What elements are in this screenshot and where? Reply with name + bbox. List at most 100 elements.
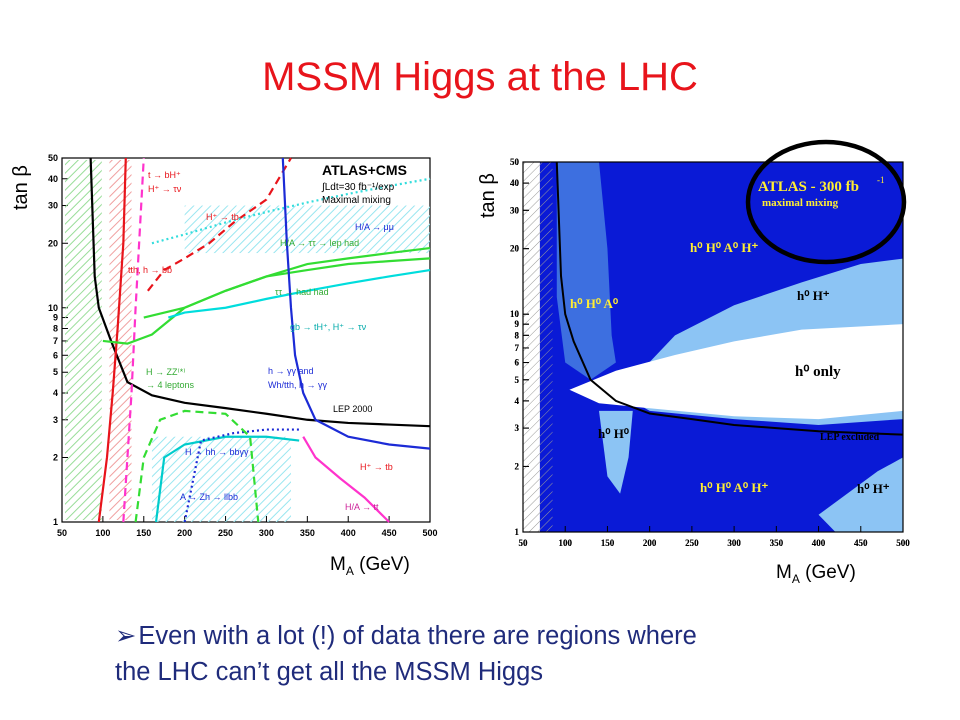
left-xtick-label: 500: [422, 528, 437, 538]
right-chart-title-sup: -1: [877, 175, 885, 185]
left-annotation: H/A → μμ: [355, 222, 394, 232]
left-ytick-label: 50: [48, 153, 58, 163]
right-xtick-label: 350: [770, 538, 784, 548]
left-hatch-band: [184, 205, 430, 254]
right-region-label: h⁰ H⁺: [797, 288, 830, 303]
right-xtick-label: 50: [519, 538, 529, 548]
left-series-line: [89, 157, 431, 428]
right-ytick-label: 6: [515, 358, 520, 368]
left-xtick-label: 300: [259, 528, 274, 538]
right-ytick-label: 8: [515, 330, 520, 340]
right-ytick-label: 10: [510, 309, 520, 319]
right-ytick-label: 8: [515, 330, 520, 340]
right-ytick-label: 1: [515, 527, 520, 537]
left-annotation: H → ZZ⁽*⁾: [146, 367, 185, 377]
left-ytick-label: 5: [53, 367, 58, 377]
right-region-label: LEP excluded: [820, 432, 880, 443]
right-xtick-label: 250: [685, 538, 699, 548]
left-ytick-label: 9: [53, 313, 58, 323]
left-annotation: h → γγ and: [268, 366, 314, 376]
right-xtick-label: 300: [727, 538, 741, 548]
right-chart-title: ATLAS - 300 fb: [758, 179, 859, 195]
right-ytick-label: 10: [510, 309, 520, 319]
left-hatch-band: [109, 160, 132, 520]
right-xtick-label: 400: [812, 538, 826, 548]
right-ytick-label: 40: [510, 178, 520, 188]
left-xtick-label: 350: [300, 528, 315, 538]
left-xtick-label: 400: [341, 528, 356, 538]
right-ytick-label: 5: [515, 375, 520, 385]
right-xtick-label: 200: [643, 538, 657, 548]
right-region-label: h⁰ H⁰ A⁰ H⁺: [690, 240, 759, 255]
right-ytick-label: 2: [515, 461, 520, 471]
left-xtick-label: 100: [95, 528, 110, 538]
left-annotation: A → Zh → llbb: [180, 492, 238, 502]
slide-title: MSSM Higgs at the LHC: [262, 55, 698, 99]
left-xtick-label: 450: [382, 528, 397, 538]
left-xtick-label: 50: [57, 528, 67, 538]
right-ytick-label: 20: [510, 244, 520, 254]
left-annotation: → 4 leptons: [146, 380, 195, 390]
right-xtick-label: 500: [896, 538, 910, 548]
right-ytick-label: 5: [515, 375, 520, 385]
left-annotation: t → bH⁺: [148, 170, 181, 180]
right-ytick-label: 2: [515, 461, 520, 471]
right-ytick-label: 40: [510, 178, 520, 188]
right-xtick-label: 150: [601, 538, 615, 548]
right-xtick-label: 300: [727, 538, 741, 548]
left-series-line: [134, 409, 260, 523]
right-region-medium: [556, 162, 616, 380]
right-region-light: [818, 457, 903, 532]
left-annotation: H → hh → bbγγ: [185, 447, 249, 457]
left-chart-title: ATLAS+CMS: [322, 162, 407, 178]
left-hatch-band: [65, 160, 102, 520]
right-xtick-label: 200: [643, 538, 657, 548]
right-xtick-label: 150: [601, 538, 615, 548]
right-highlight-ellipse: [745, 139, 907, 265]
left-ytick-label: 3: [53, 415, 58, 425]
right-ytick-label: 7: [515, 343, 520, 353]
right-xtick-label: 450: [854, 538, 868, 548]
right-chart-subtitle: maximal mixing: [762, 197, 839, 209]
right-ytick-label: 50: [510, 157, 520, 167]
left-annotation: LEP 2000: [333, 404, 372, 414]
left-ytick-label: 8: [53, 324, 58, 334]
right-ytick-label: 20: [510, 244, 520, 254]
left-ylabel: tan β: [10, 165, 32, 210]
left-ytick-label: 40: [48, 174, 58, 184]
right-ytick-label: 30: [510, 205, 520, 215]
right-xtick-label: 450: [854, 538, 868, 548]
right-ytick-label: 9: [515, 319, 520, 329]
left-xlabel: MA (GeV): [330, 554, 410, 578]
left-annotation: tth, h → bb: [128, 265, 172, 275]
bullet-line-1: Even with a lot (!) of data there are re…: [138, 622, 697, 650]
left-annotation: H⁺ → tb: [206, 212, 239, 222]
right-region-label: h⁰ H⁰ A⁰ H⁺: [700, 480, 769, 495]
left-series-line: [122, 157, 145, 523]
left-series-line: [302, 436, 390, 523]
left-annotation: H⁺ → τν: [148, 184, 182, 194]
right-ytick-label: 30: [510, 205, 520, 215]
right-plot-frame: [522, 161, 904, 533]
left-ytick-label: 1: [53, 517, 58, 527]
left-chart-subtitle2: Maximal mixing: [322, 195, 391, 206]
right-region-label: h⁰ only: [795, 364, 841, 380]
right-region-label: h⁰ H⁰: [598, 426, 630, 441]
left-ytick-label: 10: [48, 303, 58, 313]
bullet-point: ➢Even with a lot (!) of data there are r…: [115, 618, 895, 690]
left-annotation: H/A → tt: [345, 502, 379, 512]
left-ytick-label: 6: [53, 350, 58, 360]
right-ytick-label: 50: [510, 157, 520, 167]
right-xtick-label: 400: [812, 538, 826, 548]
left-annotation: Wh/tth, h → γγ: [268, 380, 328, 390]
bullet-arrow-icon: ➢: [115, 622, 137, 650]
left-annotation: H⁺ → tb: [360, 462, 393, 472]
right-region-label: h⁰ H⁰ A⁰: [570, 296, 619, 311]
left-series-line: [154, 435, 300, 523]
left-series-line: [183, 428, 300, 523]
right-xlabel: MA (GeV): [776, 562, 856, 586]
right-xtick-label: 350: [770, 538, 784, 548]
right-ytick-label: 6: [515, 358, 520, 368]
left-ytick-label: 2: [53, 453, 58, 463]
